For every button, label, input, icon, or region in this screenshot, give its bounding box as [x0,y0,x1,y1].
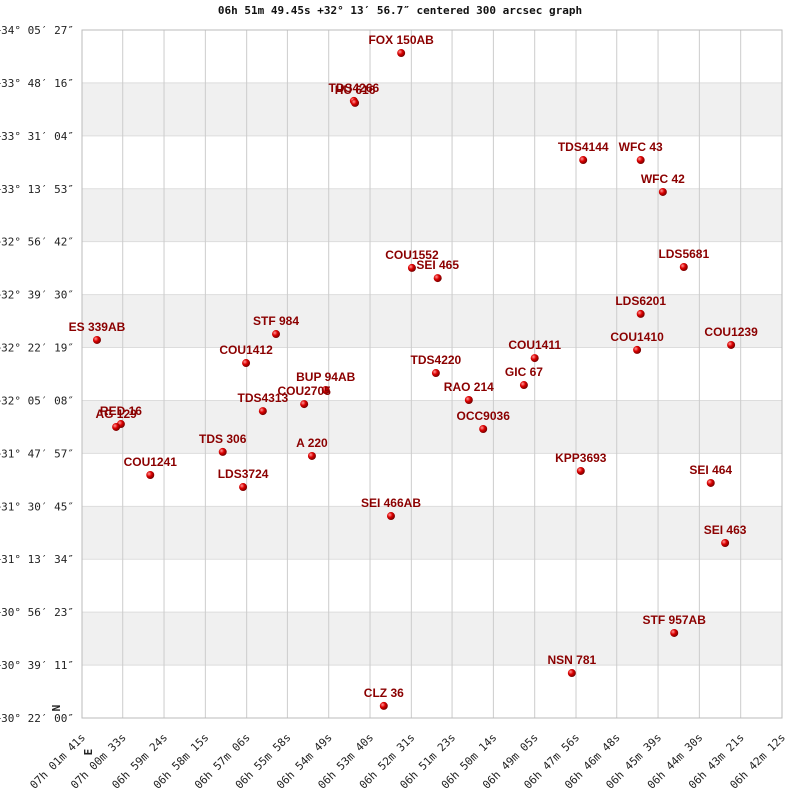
star-label: SEI 463 [704,523,747,537]
star-point [321,386,330,395]
y-tick-label: +33° 48′ 16″ [0,77,74,90]
y-tick-label: +34° 05′ 27″ [0,24,74,37]
star-label: STF 984 [253,314,299,328]
star-point [670,628,679,637]
star-point [464,396,473,405]
star-point [379,701,388,710]
star-point [433,274,442,283]
star-label: STF 957AB [643,613,707,627]
star-point [636,309,645,318]
band [82,188,782,242]
y-tick-label: +30° 56′ 23″ [0,606,74,619]
star-label: RED 16 [100,404,142,418]
star-point [146,471,155,480]
star-label: LDS5681 [658,247,709,261]
star-point [479,425,488,434]
y-tick-label: +30° 39′ 11″ [0,659,74,672]
star-point [519,381,528,390]
star-point [258,407,267,416]
star-point [300,400,309,409]
star-point [530,354,539,363]
star-label: OCC9036 [457,409,511,423]
band [82,612,782,666]
star-label: TDS4144 [558,140,609,154]
star-label: SEI 466AB [361,496,421,510]
star-label: WFC 43 [619,140,663,154]
north-label: N [50,705,63,712]
plot-border [81,29,783,719]
star-point [579,156,588,165]
star-point [679,262,688,271]
chart-title: 06h 51m 49.45s +32° 13′ 56.7″ centered 3… [218,4,582,17]
star-label: COU1239 [704,325,758,339]
star-label: RAO 214 [444,380,494,394]
star-label: COU1410 [610,330,664,344]
star-point [576,466,585,475]
star-point [567,669,576,678]
star-label: COU1552 [385,248,439,262]
star-point [92,335,101,344]
star-label: SEI 464 [689,463,732,477]
star-point [242,359,251,368]
star-point [636,156,645,165]
star-label: GIC 67 [505,365,543,379]
y-tick-label: +32° 22′ 19″ [0,342,74,355]
star-point [706,478,715,487]
star-label: AG 129 [95,407,137,421]
star-label: CLZ 36 [364,686,404,700]
east-label: E [82,749,95,756]
star-label: TDS4266 [329,81,380,95]
star-label: KPP3693 [555,451,607,465]
star-label: BUP 94AB [296,370,355,384]
star-point [112,422,121,431]
star-point [721,538,730,547]
star-label: WFC 42 [641,172,685,186]
star-label: LDS6201 [615,294,666,308]
star-label: ES 339AB [69,320,126,334]
star-label: TDS4220 [411,353,462,367]
star-point [307,451,316,460]
y-tick-label: +31° 47′ 57″ [0,447,74,460]
y-tick-label: +33° 31′ 04″ [0,130,74,143]
star-point [407,263,416,272]
star-label: SEI 465 [416,258,459,272]
star-point [633,345,642,354]
band [82,294,782,348]
y-tick-label: +30° 22′ 00″ [0,712,74,725]
y-tick-label: +32° 39′ 30″ [0,289,74,302]
star-point [386,512,395,521]
star-label: TDS 306 [199,432,247,446]
star-label: COU1412 [219,343,273,357]
star-label: HU 616 [335,83,376,97]
star-label: COU1411 [508,338,561,352]
band [82,400,782,454]
star-point [431,369,440,378]
y-tick-label: +31° 30′ 45″ [0,500,74,513]
plot-area [82,30,782,718]
band [82,506,782,560]
y-tick-label: +32° 05′ 08″ [0,394,74,407]
star-label: LDS3724 [218,467,269,481]
star-label: COU2705 [277,384,331,398]
star-point [239,483,248,492]
star-point [658,187,667,196]
star-point [218,447,227,456]
star-label: FOX 150AB [368,33,434,47]
star-point [727,340,736,349]
star-point [351,98,360,107]
y-tick-label: +33° 13′ 53″ [0,183,74,196]
y-tick-label: +32° 56′ 42″ [0,236,74,249]
star-point [397,49,406,58]
star-label: COU1241 [124,455,178,469]
star-label: NSN 781 [547,653,596,667]
star-label: TDS4313 [237,391,288,405]
star-label: A 220 [296,436,328,450]
star-point [272,330,281,339]
y-tick-label: +31° 13′ 34″ [0,553,74,566]
band [82,82,782,136]
